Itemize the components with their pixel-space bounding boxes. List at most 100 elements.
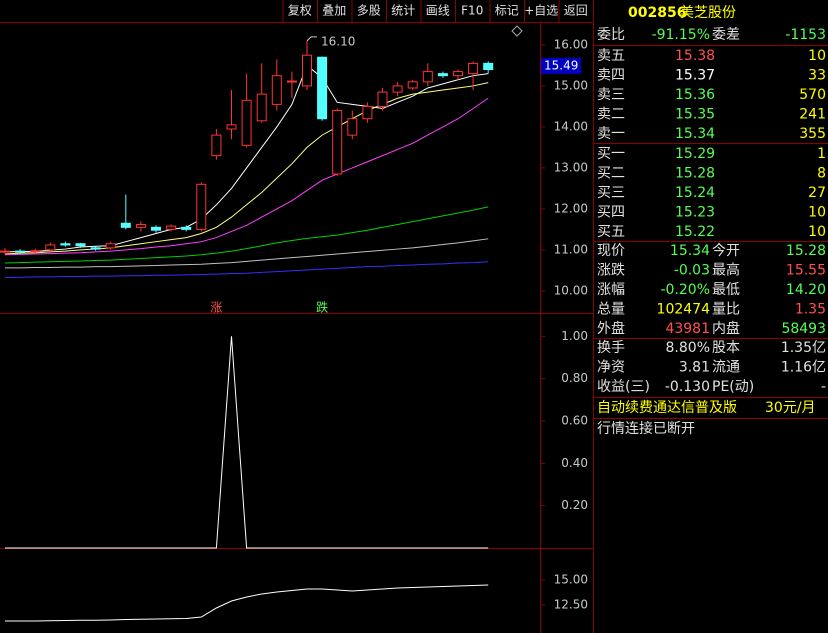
annotation: 16.10: [321, 34, 355, 48]
field-value: -: [821, 379, 826, 395]
field-label: 外盘: [597, 320, 625, 337]
y-tick-label: 13.00: [554, 160, 588, 174]
y-tick-label: 12.50: [554, 598, 588, 612]
field-value: 58493: [781, 321, 826, 337]
candle-body: [166, 225, 177, 230]
field-label: 总量: [597, 302, 625, 318]
field-value: -1153: [785, 27, 826, 43]
candle-body: [256, 93, 267, 122]
field-label: 涨幅: [597, 282, 625, 298]
book-label: 买四: [597, 205, 625, 221]
field-label: 现价: [597, 243, 625, 259]
book-label: 卖一: [597, 126, 625, 142]
toolbar-button[interactable]: +自选: [524, 4, 558, 18]
field-value: 15.55: [786, 263, 826, 279]
book-price: 15.28: [675, 166, 715, 182]
candle-body: [120, 222, 131, 228]
candle-body: [135, 223, 146, 228]
book-price: 15.24: [675, 185, 715, 201]
book-volume: 10: [808, 224, 826, 240]
series-line: [5, 584, 489, 622]
series-line: [5, 238, 489, 269]
series-line: [4, 64, 489, 253]
candle-body: [90, 247, 101, 250]
stock-code: 002856: [628, 5, 686, 21]
y-tick-label: 1.00: [561, 329, 588, 343]
toolbar-button[interactable]: 复权: [288, 4, 312, 18]
high-pointer: [306, 36, 317, 42]
book-label: 买二: [597, 166, 625, 182]
stock-name: 美芝股份: [680, 5, 736, 21]
toolbar-button[interactable]: 标记: [495, 4, 519, 18]
field-value: 1.16亿: [781, 360, 826, 376]
candle-body: [271, 75, 282, 105]
candle-body: [196, 183, 207, 230]
field-label: 最高: [712, 262, 740, 279]
y-tick-label: 10.00: [554, 283, 588, 297]
y-tick-label: 11.00: [554, 242, 588, 256]
candle-body: [302, 54, 312, 87]
toolbar-button[interactable]: 多股: [357, 4, 381, 18]
field-value: -0.20%: [660, 282, 710, 298]
y-tick-label: 0.60: [561, 413, 588, 427]
annotation: 跌: [316, 300, 328, 315]
field-value: 1.35: [795, 302, 826, 318]
status: 行情连接已断开: [597, 420, 695, 437]
book-volume: 8: [817, 166, 826, 182]
series-line: [4, 97, 489, 256]
candle-body: [422, 71, 433, 83]
y-tick-label: 12.00: [554, 201, 588, 215]
y-tick-label: 15.00: [554, 78, 588, 92]
candle-body: [362, 105, 373, 120]
field-label: 委比: [597, 27, 625, 43]
field-label: 量比: [712, 302, 740, 318]
candle-body: [0, 250, 10, 253]
candle-body: [437, 73, 448, 77]
field-value: 15.34: [670, 243, 710, 259]
toolbar-button[interactable]: 画线: [426, 4, 450, 18]
field-value: -91.15%: [652, 27, 710, 43]
book-volume: 1: [817, 146, 826, 162]
book-label: 买一: [597, 146, 625, 162]
ad-price[interactable]: 30元/月: [765, 400, 816, 416]
last-price-label: 15.49: [544, 58, 578, 72]
candle-body: [30, 250, 41, 253]
candle-body: [347, 118, 358, 136]
field-label: PE(动): [712, 379, 754, 395]
field-label: 最低: [712, 282, 740, 298]
toggle-icon[interactable]: [511, 25, 523, 37]
candle-body: [226, 124, 237, 130]
book-label: 卖三: [597, 87, 625, 103]
candle-body: [105, 243, 116, 249]
toolbar-button[interactable]: F10: [461, 4, 483, 18]
field-label: 股本: [712, 340, 740, 356]
book-price: 15.29: [675, 146, 715, 162]
toolbar-button[interactable]: 返回: [564, 4, 588, 18]
series-line: [4, 206, 489, 264]
book-volume: 10: [808, 48, 826, 64]
toolbar-button[interactable]: 统计: [391, 4, 415, 18]
toolbar-button[interactable]: 叠加: [322, 4, 346, 18]
y-tick-label: 16.00: [554, 37, 588, 51]
field-value: -0.03: [674, 263, 710, 279]
field-label: 换手: [597, 339, 625, 356]
book-label: 卖五: [597, 48, 625, 64]
ad-text[interactable]: 自动续费通达信普及版: [597, 399, 737, 416]
candle-body: [407, 81, 418, 89]
book-volume: 241: [799, 107, 826, 123]
last-price-box: [541, 57, 581, 74]
candle-body: [75, 243, 86, 247]
field-label: 委差: [712, 27, 740, 43]
book-price: 15.23: [675, 205, 715, 221]
field-value: -0.130: [665, 379, 710, 395]
book-price: 15.38: [675, 48, 715, 64]
book-volume: 33: [808, 68, 826, 84]
candle-body: [286, 80, 297, 83]
candle-body: [317, 56, 328, 120]
candle-body: [15, 250, 26, 253]
field-value: 102474: [657, 302, 711, 318]
candle-body: [60, 243, 71, 246]
field-value: 14.20: [786, 282, 826, 298]
series-line: [5, 336, 489, 549]
